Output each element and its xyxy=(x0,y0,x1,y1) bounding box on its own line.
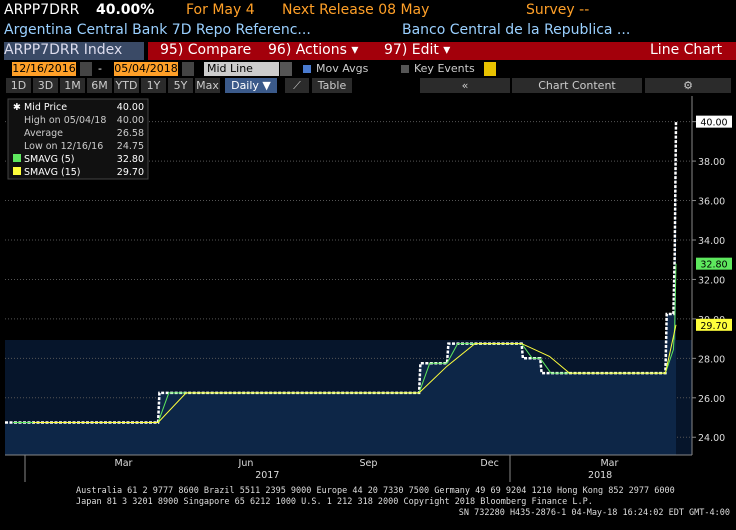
range-button[interactable]: 5Y xyxy=(168,78,193,93)
range-button[interactable]: YTD xyxy=(114,78,139,93)
events-icon[interactable] xyxy=(484,62,496,76)
range-button[interactable]: 3D xyxy=(33,78,58,93)
legend-symbol: ✱ xyxy=(13,102,21,113)
range-button[interactable]: 1Y xyxy=(141,78,166,93)
next-release: Next Release 08 May xyxy=(282,2,430,18)
header-row: ARPP7DRR 40.00% For May 4 Next Release 0… xyxy=(0,2,736,22)
calendar-icon[interactable] xyxy=(182,62,194,76)
range-button[interactable]: 6M xyxy=(87,78,112,93)
legend-value: 29.70 xyxy=(117,167,144,178)
legend-swatch xyxy=(13,167,21,175)
last-value: 40.00% xyxy=(96,2,155,18)
x-tick-label: Sep xyxy=(360,458,378,469)
actions-button[interactable]: 96) Actions ▾ xyxy=(268,42,359,58)
start-date[interactable]: 12/16/2016 xyxy=(12,62,76,76)
security-box[interactable]: ARPP7DRR Index xyxy=(4,42,144,60)
calendar-icon[interactable] xyxy=(80,62,92,76)
x-tick-label: Dec xyxy=(480,458,498,469)
legend-label: Average xyxy=(24,128,63,139)
footer: Australia 61 2 9777 8600 Brazil 5511 239… xyxy=(0,486,736,519)
legend-value: 40.00 xyxy=(117,115,144,126)
range-row: 1D 3D 1M 6M YTD 1Y 5Y Max Daily ▼ ⟋ Table « Cha… xyxy=(0,78,736,94)
footer-line: Australia 61 2 9777 8600 Brazil 5511 239… xyxy=(76,486,675,496)
chart-icon[interactable]: ⟋ xyxy=(285,78,309,93)
legend-box xyxy=(7,98,149,180)
range-button[interactable]: 1M xyxy=(60,78,85,93)
range-button[interactable]: Max xyxy=(195,78,220,93)
checkbox[interactable] xyxy=(401,65,409,73)
chart-content[interactable]: Chart Content xyxy=(512,78,642,93)
legend-label: Low on 12/16/16 xyxy=(24,141,103,152)
y-tick-label: 24.00 xyxy=(698,433,725,444)
end-tag-label: 29.70 xyxy=(700,321,727,332)
footer-line: Japan 81 3 3201 8900 Singapore 65 6212 1… xyxy=(76,497,593,507)
y-tick-label: 34.00 xyxy=(698,236,725,247)
end-tag xyxy=(696,318,732,331)
footer-line: SN 732280 H435-2876-1 04-May-18 16:24:02… xyxy=(458,508,730,518)
table-button[interactable]: Table xyxy=(312,78,352,93)
line xyxy=(33,324,677,423)
mov-avgs: Mov Avgs xyxy=(316,62,369,75)
date-row: 12/16/2016 - 05/04/2018 Mid Line Mov Avg… xyxy=(0,62,736,77)
y-tick-label: 32.00 xyxy=(698,275,725,286)
legend-value: 26.58 xyxy=(117,128,144,139)
year-label: 2017 xyxy=(255,470,279,481)
end-tag-label: 40.00 xyxy=(700,118,727,129)
description: Argentina Central Bank 7D Repo Referenc.… xyxy=(4,22,311,38)
range-button[interactable]: 1D xyxy=(6,78,31,93)
legend-swatch xyxy=(13,154,21,162)
frequency[interactable]: Daily ▼ xyxy=(225,78,277,93)
dropdown-arrow[interactable] xyxy=(280,62,292,76)
edit-button[interactable]: 97) Edit ▾ xyxy=(384,42,451,58)
red-toolbar xyxy=(148,42,736,60)
legend-label: High on 05/04/18 xyxy=(24,115,106,126)
mode-select[interactable]: Mid Line xyxy=(204,62,279,76)
y-tick-label: 38.00 xyxy=(698,157,725,168)
chart: ✱ Mid Price 40.00 High on 05/04/18 40.00… xyxy=(5,96,732,482)
year-label: 2018 xyxy=(588,470,612,481)
checkbox[interactable] xyxy=(303,65,311,73)
x-tick-label: Mar xyxy=(600,458,618,469)
legend-value: 24.75 xyxy=(117,141,144,152)
date-dash: - xyxy=(98,62,102,75)
legend-label: Mid Price xyxy=(24,102,67,113)
for-date: For May 4 xyxy=(186,2,255,18)
y-tick-label: 26.00 xyxy=(698,394,725,405)
survey: Survey -- xyxy=(526,2,590,18)
settings[interactable]: ⚙ xyxy=(645,78,731,93)
description-row: Argentina Central Bank 7D Repo Referenc.… xyxy=(0,22,736,40)
y-tick-label: 36.00 xyxy=(698,197,725,208)
y-tick-label: 28.00 xyxy=(698,354,725,365)
end-tag-label: 32.80 xyxy=(700,260,727,271)
key-events: Key Events xyxy=(414,62,475,75)
toolbar-row: ARPP7DRR Index 95) Compare 96) Actions ▾… xyxy=(0,42,736,60)
legend-label: SMAVG (5) xyxy=(24,154,74,165)
area xyxy=(5,121,677,455)
end-tag xyxy=(696,115,732,128)
legend-value: 32.80 xyxy=(117,154,144,165)
ticker: ARPP7DRR xyxy=(4,2,80,18)
end-date[interactable]: 05/04/2018 xyxy=(114,62,178,76)
view-label: Line Chart xyxy=(650,42,723,58)
legend-value: 40.00 xyxy=(117,102,144,113)
legend: ✱ Mid Price 40.00 High on 05/04/18 40.00… xyxy=(7,98,149,180)
end-tag xyxy=(696,257,732,270)
compare-button[interactable]: 95) Compare xyxy=(160,42,252,58)
legend-label: SMAVG (15) xyxy=(24,167,81,178)
collapse-button[interactable]: « xyxy=(420,78,510,93)
issuer: Banco Central de la Republica ... xyxy=(402,22,631,38)
x-tick-label: Mar xyxy=(115,458,133,469)
x-tick-label: Jun xyxy=(238,458,254,469)
